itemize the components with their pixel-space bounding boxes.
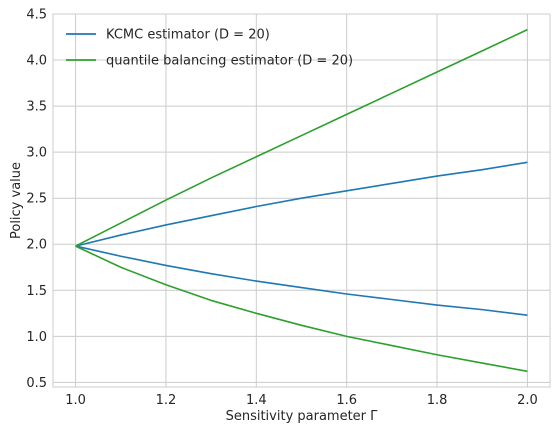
y-tick-label: 4.0: [26, 54, 47, 69]
y-tick-label: 3.0: [26, 146, 47, 161]
x-tick-label: 1.6: [336, 393, 357, 408]
x-tick-label: 1.2: [156, 393, 177, 408]
x-axis: 1.0 1.2 1.4 1.6 1.8 2.0: [65, 393, 538, 408]
grid: [53, 13, 550, 387]
y-tick-label: 1.5: [26, 284, 47, 299]
legend-label-quantile: quantile balancing estimator (D = 20): [106, 54, 353, 69]
y-axis-label: Policy value: [9, 162, 24, 239]
series-layer: [75, 28, 528, 373]
plot-frame: [52, 13, 551, 388]
x-tick-label: 2.0: [517, 393, 538, 408]
legend: KCMC estimator (D = 20) quantile balancin…: [66, 28, 353, 69]
series-line-kcmc-lower: [75, 245, 528, 316]
x-tick-label: 1.8: [427, 393, 448, 408]
y-tick-label: 3.5: [26, 100, 47, 115]
series-line-kcmc-upper: [75, 161, 528, 247]
x-tick-label: 1.4: [246, 393, 267, 408]
y-axis: 0.5 1.0 1.5 2.0 2.5 3.0 3.5 4.0 4.5: [26, 8, 47, 391]
y-tick-label: 4.5: [26, 8, 47, 23]
legend-label-kcmc: KCMC estimator (D = 20): [106, 28, 270, 43]
series-line-quantile-lower: [75, 245, 528, 373]
y-tick-label: 0.5: [26, 376, 47, 391]
y-tick-label: 2.0: [26, 238, 47, 253]
x-axis-label: Sensitivity parameter Γ: [226, 409, 379, 424]
series-line-quantile-upper: [75, 28, 528, 247]
x-tick-label: 1.0: [65, 393, 86, 408]
y-tick-label: 2.5: [26, 192, 47, 207]
y-tick-label: 1.0: [26, 330, 47, 345]
